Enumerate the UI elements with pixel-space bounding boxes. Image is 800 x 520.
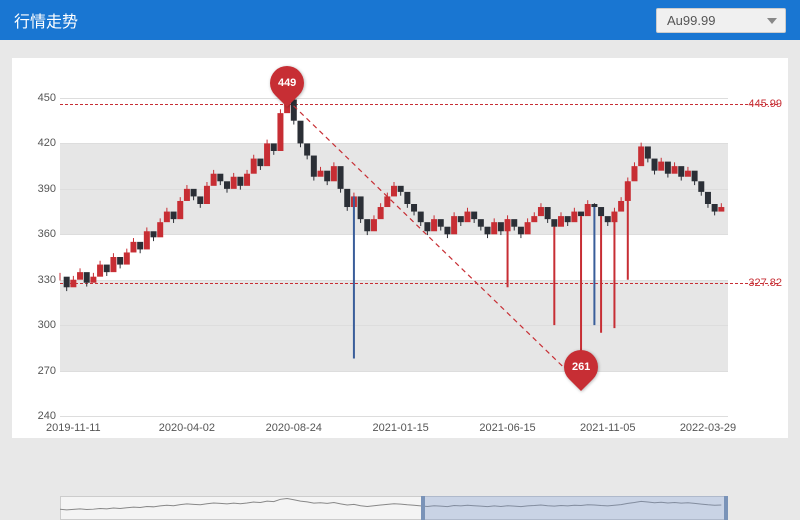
range-brush-container [12, 458, 788, 488]
price-svg [60, 98, 728, 416]
x-tick-label: 2022-03-29 [680, 422, 736, 434]
trough-marker[interactable]: 261 [564, 350, 598, 384]
y-tick-label: 420 [20, 137, 56, 149]
y-tick-label: 450 [20, 92, 56, 104]
x-tick-label: 2019-11-11 [46, 422, 101, 434]
y-tick-label: 360 [20, 228, 56, 240]
x-tick-label: 2021-01-15 [373, 422, 429, 434]
peak-marker[interactable]: 449 [270, 66, 304, 100]
chart-panel: 行情走势 Au99.99 240 270 300 330 360 390 420 450 201… [0, 0, 800, 504]
marker-pin-icon: 449 [263, 58, 311, 106]
chart-area: 240 270 300 330 360 390 420 450 2019-11-11 2020-0… [12, 58, 788, 438]
marker-pin-icon: 261 [557, 343, 605, 391]
panel-title: 行情走势 [14, 8, 78, 32]
y-tick-label: 270 [20, 365, 56, 377]
x-tick-label: 2020-04-02 [159, 422, 215, 434]
y-tick-label: 390 [20, 183, 56, 195]
x-tick-label: 2021-11-05 [580, 422, 635, 434]
brush-selection[interactable] [421, 496, 728, 520]
reference-line-label: 327.82 [748, 277, 782, 289]
symbol-select-value: Au99.99 [667, 13, 715, 28]
trough-marker-label: 261 [572, 361, 590, 373]
y-tick-label: 300 [20, 319, 56, 331]
range-brush[interactable] [60, 496, 728, 520]
reference-line-label: 445.99 [748, 98, 782, 110]
plot-region[interactable]: 2402703003303603904204502019-11-112020-0… [60, 98, 728, 416]
y-tick-label: 330 [20, 274, 56, 286]
y-tick-label: 240 [20, 410, 56, 422]
peak-marker-label: 449 [278, 77, 296, 89]
symbol-select[interactable]: Au99.99 [656, 8, 786, 33]
panel-header: 行情走势 Au99.99 [0, 0, 800, 40]
x-tick-label: 2021-06-15 [479, 422, 535, 434]
x-tick-label: 2020-08-24 [266, 422, 322, 434]
y-gridline [60, 416, 728, 417]
